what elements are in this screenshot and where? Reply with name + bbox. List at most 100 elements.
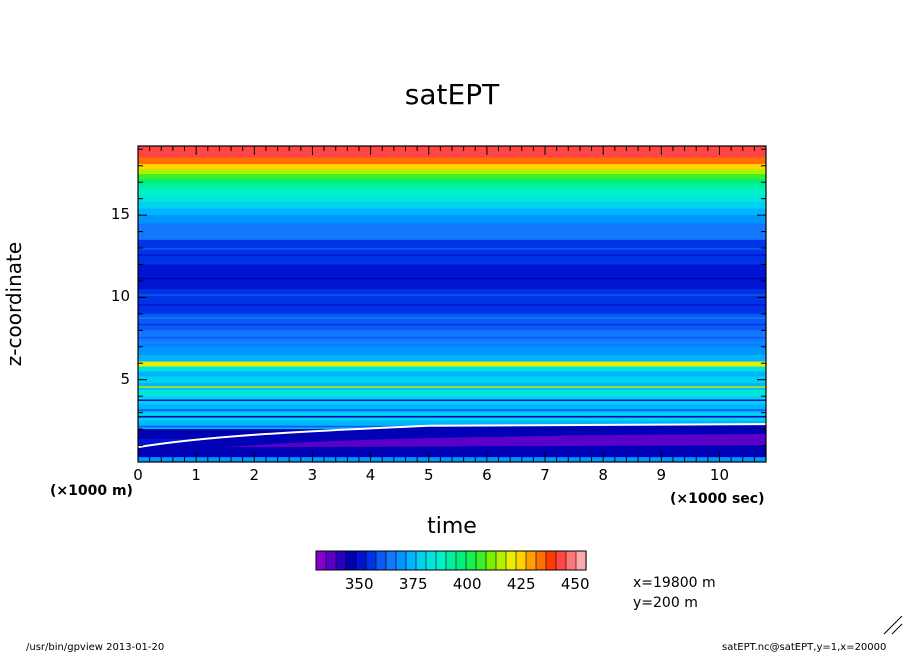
colorbar-swatch bbox=[355, 550, 367, 571]
heatmap-band bbox=[138, 254, 766, 257]
y-unit-label: (×1000 m) bbox=[50, 483, 133, 499]
heatmap-band bbox=[138, 195, 766, 203]
colorbar-swatch bbox=[325, 550, 337, 571]
colorbar-swatch bbox=[345, 550, 357, 571]
colorbar-swatch bbox=[465, 550, 477, 571]
colorbar-swatch bbox=[385, 550, 397, 571]
x-tick-label: 5 bbox=[423, 466, 434, 484]
x-tick-label: 4 bbox=[365, 466, 376, 484]
colorbar-swatch bbox=[575, 550, 587, 571]
x-unit-label: (×1000 sec) bbox=[670, 491, 765, 507]
colorbar-swatch bbox=[525, 550, 537, 571]
heatmap-band bbox=[138, 294, 766, 296]
heatmap-band bbox=[138, 169, 766, 175]
colorbar-label: 425 bbox=[506, 575, 536, 593]
heatmap-band bbox=[138, 215, 766, 224]
boundary-layer-field bbox=[138, 423, 766, 458]
colorbar-swatch bbox=[395, 550, 407, 571]
heatmap-band bbox=[138, 376, 766, 384]
colorbar-swatch bbox=[565, 550, 577, 571]
chart-title: satEPT bbox=[404, 78, 500, 111]
footer-left: /usr/bin/gpview 2013-01-20 bbox=[26, 642, 165, 653]
x-tick-label: 1 bbox=[191, 466, 201, 484]
y-tick-label: 5 bbox=[120, 369, 130, 388]
colorbar-swatch bbox=[335, 550, 347, 571]
colorbar-swatch bbox=[545, 550, 557, 571]
heatmap-band bbox=[138, 323, 766, 326]
heatmap-band bbox=[138, 248, 766, 250]
heatmap-band bbox=[138, 404, 766, 414]
axis-ticks bbox=[137, 146, 767, 462]
colorbar-swatch bbox=[405, 550, 417, 571]
colorbar-swatch bbox=[445, 550, 457, 571]
colorbar-swatch bbox=[365, 550, 377, 571]
colorbar-swatch bbox=[535, 550, 547, 571]
corner-mark bbox=[883, 615, 903, 635]
heatmap-band bbox=[138, 201, 766, 210]
footer-right: satEPT.nc@satEPT,y=1,x=20000 bbox=[722, 642, 887, 653]
colorbar-label: 400 bbox=[452, 575, 482, 593]
heatmap-band bbox=[138, 317, 766, 319]
heatmap-band bbox=[138, 277, 766, 280]
colorbar-swatch bbox=[505, 550, 517, 571]
heatmap-band bbox=[138, 146, 766, 159]
heatmap-band bbox=[138, 336, 766, 339]
colorbar-swatch bbox=[415, 550, 427, 571]
heatmap-band bbox=[138, 289, 766, 315]
colorbar-label: 375 bbox=[398, 575, 428, 593]
y-axis-title-text: z-coordinate bbox=[2, 241, 26, 367]
heatmap-band bbox=[138, 361, 766, 368]
heatmap-band bbox=[138, 313, 766, 331]
heatmap-contour bbox=[138, 423, 766, 449]
heatmap-region bbox=[225, 434, 766, 448]
corner-mark bbox=[891, 623, 903, 635]
x-tick-label: 6 bbox=[482, 466, 492, 484]
x-tick-label: 7 bbox=[540, 466, 550, 484]
colorbar-swatch bbox=[555, 550, 567, 571]
colorbar-swatch bbox=[375, 550, 387, 571]
heatmap-band bbox=[138, 157, 766, 165]
x-axis-title: time bbox=[427, 514, 477, 539]
x-tick-label: 3 bbox=[307, 466, 318, 484]
colorbar-frame bbox=[315, 550, 587, 571]
heatmap-band bbox=[138, 223, 766, 241]
y-tick-label: 15 bbox=[110, 205, 130, 224]
heatmap-band bbox=[138, 399, 766, 402]
heatmap-band bbox=[138, 346, 766, 356]
heatmap-band bbox=[138, 178, 766, 185]
colorbar-swatch bbox=[315, 550, 327, 571]
heatmap-band bbox=[138, 183, 766, 190]
y-position-info: y=200 m bbox=[633, 595, 698, 611]
x-tick-label: 9 bbox=[656, 466, 667, 484]
y-axis-title: z-coordinate bbox=[2, 209, 26, 399]
colorbar-swatch bbox=[455, 550, 467, 571]
colorbar-swatch bbox=[475, 550, 487, 571]
colorbar bbox=[315, 550, 587, 571]
heatmap-band bbox=[138, 188, 766, 196]
heatmap-band bbox=[138, 386, 766, 388]
heatmap-band bbox=[138, 409, 766, 411]
heatmap-band bbox=[138, 173, 766, 180]
colorbar-label: 350 bbox=[344, 575, 374, 593]
heatmap-band bbox=[138, 304, 766, 306]
x-tick-label: 0 bbox=[133, 466, 143, 484]
heatmap-field bbox=[138, 146, 766, 462]
heatmap-band bbox=[138, 366, 766, 373]
heatmap-band bbox=[138, 415, 766, 418]
heatmap-band bbox=[138, 371, 766, 378]
heatmap-band bbox=[138, 264, 766, 290]
x-position-info: x=19800 m bbox=[633, 575, 716, 591]
heatmap-band bbox=[138, 341, 766, 344]
y-tick-label: 10 bbox=[110, 287, 130, 306]
colorbar-label: 450 bbox=[560, 575, 590, 593]
heatmap-band bbox=[138, 355, 766, 363]
heatmap-band bbox=[138, 164, 766, 170]
x-tick-label: 2 bbox=[249, 466, 260, 484]
colorbar-swatch bbox=[425, 550, 437, 571]
colorbar-swatch bbox=[495, 550, 507, 571]
colorbar-swatch bbox=[515, 550, 527, 571]
heatmap-band bbox=[138, 208, 766, 216]
heatmap-band bbox=[138, 389, 766, 397]
